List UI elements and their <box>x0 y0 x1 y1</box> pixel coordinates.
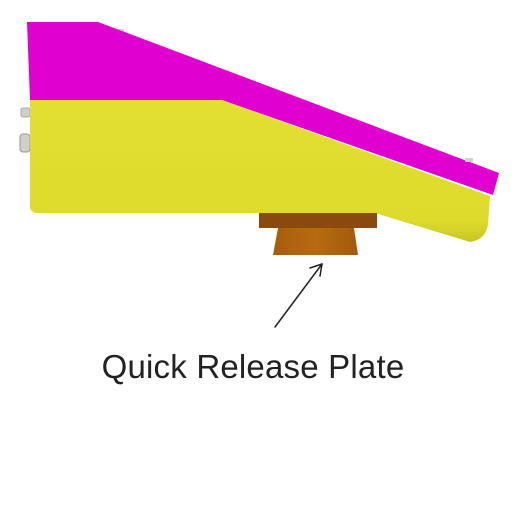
quick-release-plate-body <box>273 228 358 255</box>
plate-caption: Quick Release Plate <box>101 348 405 385</box>
pointer-arrow <box>274 263 323 328</box>
device-top-shell <box>27 22 499 195</box>
right-tab <box>465 158 473 162</box>
side-knobs <box>19 107 31 153</box>
device-body <box>30 100 490 242</box>
quick-release-plate-flange <box>259 213 377 228</box>
